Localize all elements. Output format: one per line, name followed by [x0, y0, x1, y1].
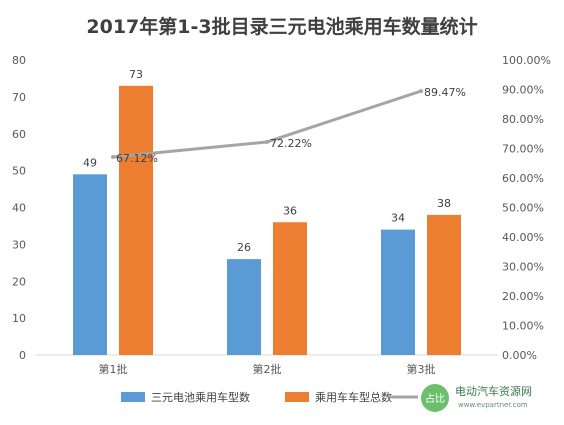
y2-axis-tick-label: 30.00% — [502, 261, 544, 274]
watermark-site-url: www.evpartner.com — [458, 401, 528, 409]
chart-bars: 49 26 34 73 36 38 — [73, 68, 461, 355]
line-point — [419, 89, 423, 94]
y-axis-tick-label: 60 — [12, 128, 26, 141]
legend-label: 乘用车车型总数 — [315, 390, 392, 404]
y2-axis-tick-label: 70.00% — [502, 143, 544, 156]
y-axis-tick-label: 40 — [12, 202, 26, 215]
bar — [73, 174, 107, 355]
y2-axis-tick-label: 0.00% — [502, 349, 537, 362]
x-axis-category-label: 第2批 — [253, 362, 282, 376]
line-data-label: 67.12% — [116, 152, 158, 165]
bar — [273, 222, 307, 355]
bar-data-label: 73 — [129, 68, 143, 81]
y2-axis-tick-label: 40.00% — [502, 231, 544, 244]
chart-axes: 0 10 20 30 40 50 60 70 80 0.00% 10.00% 20.00% 30.00%… — [12, 54, 551, 376]
bar-data-label: 49 — [83, 156, 97, 169]
y2-axis-tick-label: 10.00% — [502, 320, 544, 333]
bar-data-label: 36 — [283, 204, 297, 217]
bar-data-label: 34 — [391, 212, 405, 225]
line-data-label: 89.47% — [424, 86, 466, 99]
line-point — [111, 154, 115, 159]
y-axis-tick-label: 30 — [12, 238, 26, 251]
y2-axis-tick-label: 80.00% — [502, 113, 544, 126]
y2-axis-tick-label: 50.00% — [502, 202, 544, 215]
chart-title: 2017年第1-3批目录三元电池乘用车数量统计 — [86, 15, 477, 38]
legend-swatch — [285, 392, 309, 402]
watermark-logo-text: 占比 — [425, 392, 445, 405]
watermark-site-name: 电动汽车资源网 — [455, 384, 532, 398]
y2-axis-tick-label: 20.00% — [502, 290, 544, 303]
bar — [427, 214, 461, 355]
y-axis-tick-label: 50 — [12, 165, 26, 178]
chart-line-series: 67.12% 72.22% 89.47% — [111, 86, 466, 165]
y-axis-tick-label: 20 — [12, 275, 26, 288]
y-axis-tick-label: 70 — [12, 91, 26, 104]
legend-label: 三元电池乘用车型数 — [151, 390, 250, 404]
line-data-label: 72.22% — [270, 137, 312, 150]
chart-legend: 三元电池乘用车型数 乘用车车型总数 — [121, 390, 418, 404]
x-axis-category-label: 第1批 — [99, 362, 128, 376]
y-axis-tick-label: 80 — [12, 54, 26, 67]
watermark-logo-icon — [421, 384, 449, 412]
bar — [119, 85, 153, 355]
bar — [227, 259, 261, 355]
line-series-path — [112, 89, 422, 159]
line-point — [265, 139, 269, 144]
bar — [381, 229, 415, 355]
legend-swatch — [121, 392, 145, 402]
y-axis-tick-label: 0 — [19, 349, 26, 362]
bar-data-label: 38 — [437, 197, 451, 210]
y2-axis-tick-label: 100.00% — [502, 54, 551, 67]
x-axis-category-label: 第3批 — [407, 362, 436, 376]
y2-axis-tick-label: 60.00% — [502, 172, 544, 185]
y2-axis-tick-label: 90.00% — [502, 84, 544, 97]
bar-data-label: 26 — [237, 241, 251, 254]
y-axis-tick-label: 10 — [12, 312, 26, 325]
watermark: 占比 电动汽车资源网 www.evpartner.com — [421, 384, 532, 412]
